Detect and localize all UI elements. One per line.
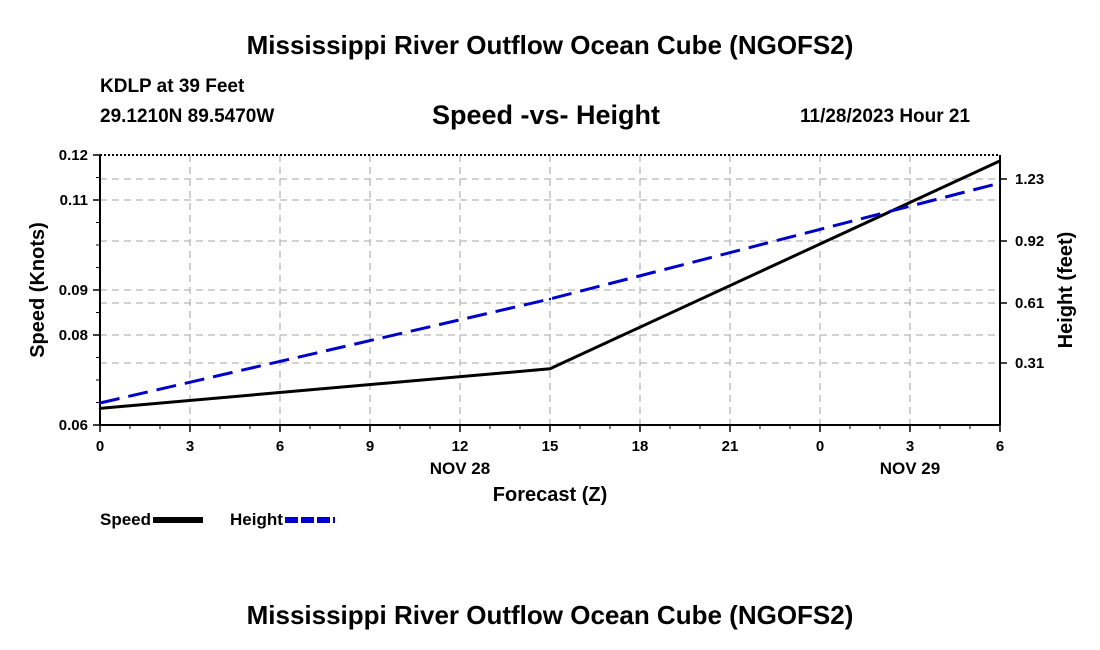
x-axis-title: Forecast (Z) bbox=[493, 484, 607, 506]
y-tick-label: 0.12 bbox=[59, 147, 88, 164]
legend-item-speed: Speed bbox=[100, 510, 204, 530]
y2-tick-label: 0.92 bbox=[1015, 233, 1044, 250]
x-tick-label: 3 bbox=[906, 438, 914, 455]
x-tick-label: 6 bbox=[996, 438, 1004, 455]
axes bbox=[93, 154, 1007, 432]
legend-swatch-speed bbox=[153, 517, 204, 523]
x-date-label: NOV 28 bbox=[430, 459, 490, 478]
series-point-height bbox=[998, 181, 1002, 185]
y2-tick-label: 0.31 bbox=[1015, 355, 1044, 372]
legend-swatch-height bbox=[284, 517, 335, 523]
forecast-date-label: 11/28/2023 Hour 21 bbox=[800, 106, 971, 127]
chart-title-main: Mississippi River Outflow Ocean Cube (NG… bbox=[246, 30, 854, 60]
y-tick-label: 0.09 bbox=[59, 282, 88, 299]
x-date-label: NOV 29 bbox=[880, 459, 940, 478]
series bbox=[98, 159, 1002, 410]
station-label: KDLP at 39 Feet bbox=[100, 76, 245, 97]
series-point-speed bbox=[548, 367, 552, 370]
series-point-speed bbox=[998, 159, 1002, 163]
x-tick-label: 9 bbox=[366, 438, 374, 455]
series-point-height bbox=[98, 401, 102, 405]
legend-label-speed: Speed bbox=[100, 510, 152, 529]
tick-labels: 0 3 6 9 12 15 18 21 0 3 6 NOV 28 NOV 29 Forecast (Z) 0… bbox=[27, 147, 1077, 506]
x-tick-label: 12 bbox=[452, 438, 469, 455]
series-point-height bbox=[548, 297, 552, 301]
x-tick-label: 21 bbox=[722, 438, 739, 455]
x-tick-label: 3 bbox=[186, 438, 194, 455]
series-point-speed bbox=[98, 407, 102, 410]
y-tick-label: 0.11 bbox=[60, 192, 88, 209]
x-tick-label: 18 bbox=[632, 438, 649, 455]
legend-item-height: Height bbox=[230, 510, 335, 530]
chart-title-bottom: Mississippi River Outflow Ocean Cube (NG… bbox=[246, 600, 854, 630]
series-line-height bbox=[99, 181, 1001, 405]
y-tick-label: 0.06 bbox=[59, 417, 88, 434]
coordinates-label: 29.1210N 89.5470W bbox=[100, 106, 275, 127]
x-tick-label: 6 bbox=[276, 438, 284, 455]
chart-subtitle: Speed -vs- Height bbox=[432, 100, 661, 130]
x-tick-label: 15 bbox=[542, 438, 559, 455]
y2-axis-title: Height (feet) bbox=[1055, 232, 1077, 349]
legend-label-height: Height bbox=[230, 510, 283, 529]
y2-tick-label: 1.23 bbox=[1015, 171, 1044, 188]
x-tick-label: 0 bbox=[96, 438, 104, 455]
y-tick-label: 0.08 bbox=[59, 327, 88, 344]
x-tick-label: 0 bbox=[816, 438, 824, 455]
grid-lines bbox=[100, 155, 1000, 425]
y-axis-title: Speed (Knots) bbox=[27, 222, 49, 358]
y2-tick-label: 0.61 bbox=[1015, 295, 1044, 312]
